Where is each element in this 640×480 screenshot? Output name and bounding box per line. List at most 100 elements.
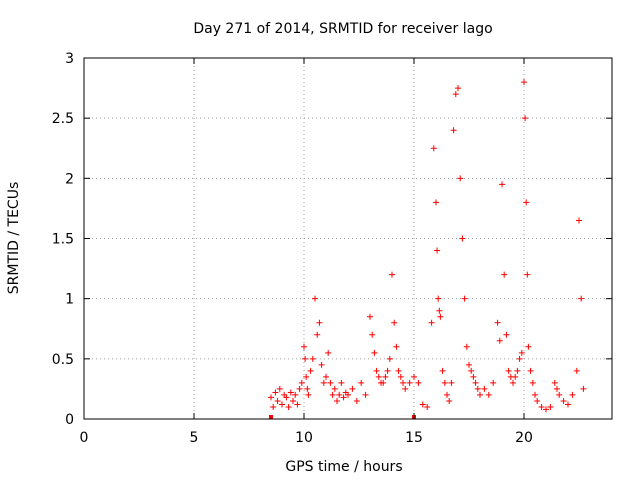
data-point: [457, 175, 464, 182]
data-point: [505, 367, 512, 374]
data-point: [373, 367, 380, 374]
data-point: [529, 379, 536, 386]
data-point: [527, 367, 534, 374]
data-point: [551, 379, 558, 386]
data-point: [419, 401, 426, 408]
ticks-layer: 0 5 10 15 20 0 0.5 1 1.5 2 2.5 3: [52, 51, 612, 446]
data-point: [406, 379, 413, 386]
data-point: [455, 85, 461, 92]
data-point: [386, 355, 393, 362]
data-point: [450, 127, 457, 134]
data-point: [400, 379, 406, 386]
y-tick-label: 2.5: [52, 111, 74, 127]
data-point: [391, 319, 398, 326]
data-point: [331, 385, 338, 392]
data-point: [287, 389, 294, 396]
data-point: [276, 385, 283, 392]
y-tick-label: 3: [65, 51, 74, 67]
data-point: [382, 373, 389, 380]
data-point: [556, 391, 563, 398]
data-point: [290, 397, 296, 404]
data-point: [481, 385, 488, 392]
data-point: [320, 379, 327, 386]
data-point: [516, 355, 523, 362]
data-point: [316, 319, 323, 326]
data-point: [430, 145, 437, 152]
data-point: [446, 397, 453, 404]
y-tick-label: 0: [65, 412, 74, 428]
data-point: [569, 391, 576, 398]
data-point: [523, 199, 530, 206]
data-point: [292, 391, 299, 398]
data-point: [439, 367, 446, 374]
y-tick-label: 1: [65, 292, 74, 308]
data-point: [466, 361, 472, 368]
data-point: [560, 397, 567, 404]
data-point: [435, 295, 442, 302]
data-point: [522, 115, 529, 122]
data-point: [415, 379, 422, 386]
data-point: [472, 379, 479, 386]
y-axis-label: SRMTID / TECUs: [6, 182, 22, 295]
data-point: [490, 379, 497, 386]
data-point: [433, 199, 439, 206]
data-point: [334, 397, 340, 404]
data-point: [543, 406, 549, 413]
data-point: [437, 313, 444, 320]
chart-title: Day 271 of 2014, SRMTID for receiver lag…: [193, 21, 492, 37]
data-point: [428, 319, 435, 326]
y-tick-label: 2: [65, 171, 74, 187]
data-point: [580, 385, 587, 392]
data-point: [461, 295, 468, 302]
data-point: [309, 355, 316, 362]
data-point: [463, 343, 470, 350]
data-point: [294, 401, 301, 408]
data-point: [565, 401, 571, 408]
data-point: [301, 343, 307, 350]
data-point: [514, 367, 521, 374]
data-point: [510, 379, 516, 386]
y-tick-label: 1.5: [52, 232, 74, 248]
data-point: [285, 403, 292, 410]
data-point: [441, 379, 448, 386]
data-point: [578, 295, 585, 302]
data-point: [521, 79, 527, 86]
data-point: [503, 331, 510, 338]
data-point: [298, 379, 305, 386]
data-point: [305, 391, 312, 398]
data-point: [452, 91, 459, 98]
data-point: [362, 391, 369, 398]
data-point: [369, 331, 376, 338]
data-point: [296, 385, 303, 392]
data-point: [434, 247, 441, 254]
data-point: [270, 403, 277, 410]
data-point: [349, 385, 356, 392]
data-point: [384, 367, 391, 374]
data-point: [547, 403, 554, 410]
data-point: [353, 397, 360, 404]
data-point: [307, 367, 314, 374]
data-point: [470, 373, 477, 380]
x-axis-label: GPS time / hours: [285, 459, 402, 475]
data-point: [436, 307, 443, 314]
data-point: [524, 271, 531, 278]
data-point: [340, 394, 347, 401]
data-point: [402, 385, 409, 392]
data-point: [459, 235, 466, 242]
data-point: [389, 271, 395, 278]
data-point: [525, 343, 532, 350]
data-point: [279, 401, 285, 408]
data-point: [268, 394, 274, 401]
data-point: [338, 379, 345, 386]
data-point: [395, 367, 402, 374]
data-point: [367, 313, 373, 320]
data-point: [397, 373, 404, 380]
data-point: [314, 331, 321, 338]
data-point: [318, 361, 325, 368]
data-point: [371, 349, 378, 356]
data-point: [393, 343, 400, 350]
x-tick-label: 5: [190, 430, 199, 446]
data-point: [534, 397, 541, 404]
data-point: [474, 385, 481, 392]
data-point: [272, 389, 279, 396]
